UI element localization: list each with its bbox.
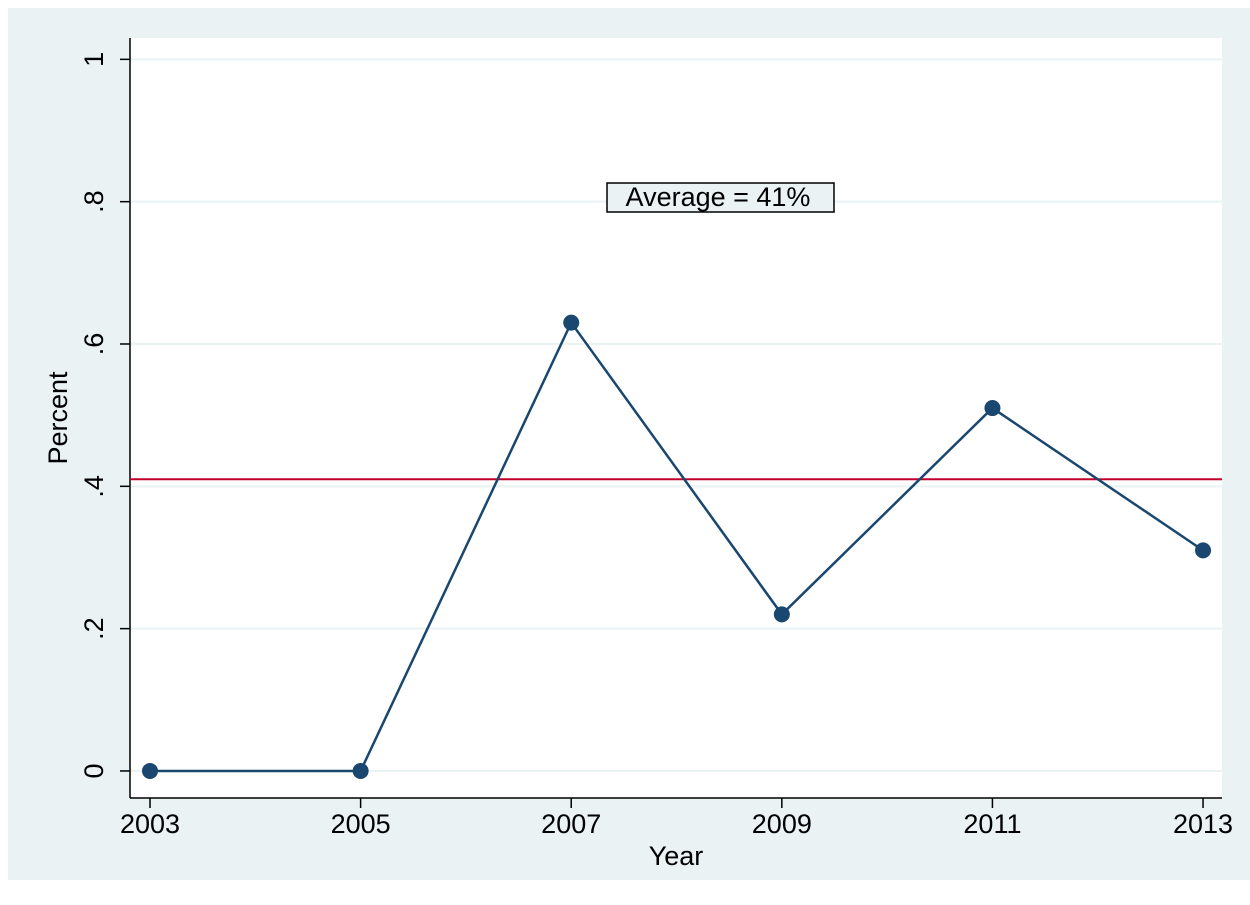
series-line [150,320,1204,773]
x-tick-label: 2003 [120,809,180,839]
data-point [773,606,790,623]
y-tick-label: 0 [79,763,109,778]
data-point [984,400,1001,417]
data-point [142,762,159,779]
x-axis-title: Year [649,841,704,871]
y-axis-title: Percent [43,371,73,465]
y-tick-label: .8 [79,190,109,213]
y-tick-label: .6 [79,333,109,356]
x-tick-label: 2013 [1173,809,1233,839]
y-tick-label: 1 [79,52,109,67]
y-tick-label: .2 [79,617,109,640]
x-tick-label: 2005 [331,809,391,839]
annotation: Average = 41% [626,182,811,212]
x-tick-label: 2009 [752,809,812,839]
data-point [563,314,580,331]
data-point [352,762,369,779]
y-tick-label: .4 [79,475,109,498]
x-tick-label: 2011 [963,809,1021,839]
annotation-box [606,182,835,213]
x-tick-label: 2007 [541,809,601,839]
data-point [1195,542,1212,559]
plot-area [130,38,1222,798]
